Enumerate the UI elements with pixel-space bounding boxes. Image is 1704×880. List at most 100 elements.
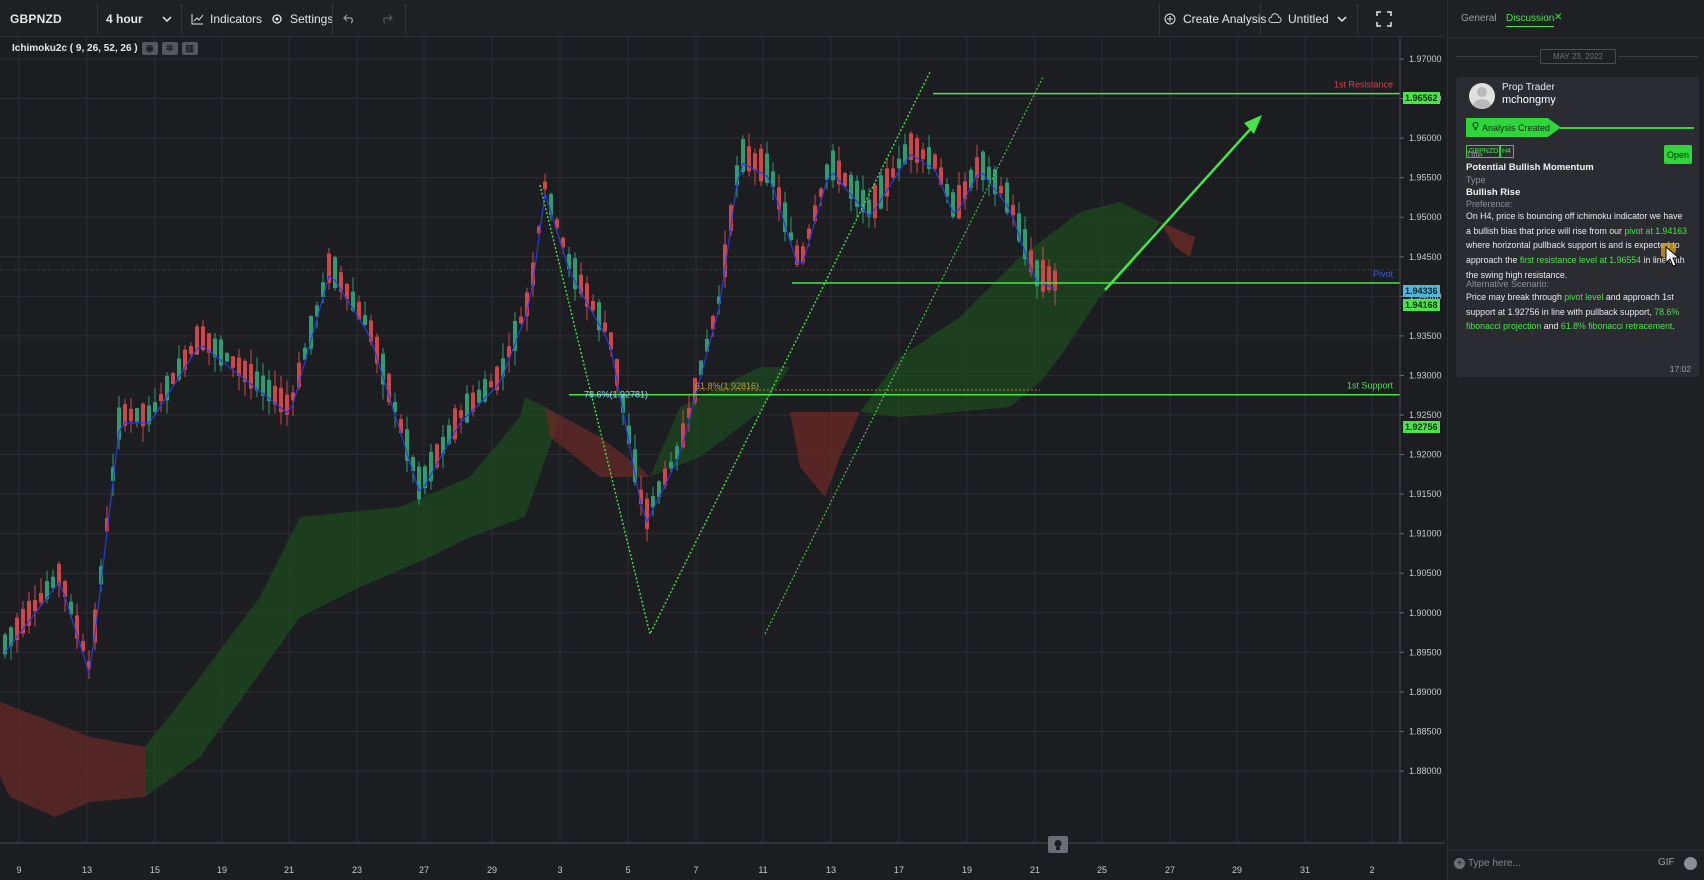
price-chart[interactable]: 1st Resistance Pivot 1st Support 78.6%(1.92… — [0, 37, 1445, 880]
chart-canvas[interactable]: 1st Resistance Pivot 1st Support 78.6%(1.92… — [0, 37, 1445, 880]
chevron-down-icon[interactable] — [162, 0, 174, 37]
candle-body — [633, 449, 637, 483]
close-icon[interactable]: ✕ — [1554, 12, 1563, 23]
message-input[interactable]: Type here... — [1468, 858, 1521, 869]
divider — [1456, 56, 1538, 57]
candle-body — [591, 300, 595, 311]
tab-discussion[interactable]: Discussion — [1506, 13, 1555, 27]
candle-body — [21, 608, 25, 634]
indicators-label: Indicators — [210, 11, 263, 26]
message-time: 17:02 — [1669, 364, 1691, 374]
gear-icon — [270, 12, 284, 26]
emoji-icon[interactable] — [1684, 857, 1697, 870]
candle-body — [147, 405, 151, 425]
fullscreen-icon[interactable] — [1376, 0, 1392, 37]
redo-icon[interactable] — [381, 0, 393, 37]
candle-body — [489, 381, 493, 388]
candle-body — [909, 133, 913, 160]
plus-icon[interactable]: + — [1454, 858, 1465, 869]
candle-body — [825, 164, 829, 180]
trash-icon[interactable]: ▥ — [181, 42, 198, 55]
time-axis-label: 27 — [419, 865, 429, 875]
candle-body — [345, 283, 349, 300]
gif-button[interactable]: GIF — [1658, 857, 1675, 868]
price-axis-label: 1.91000 — [1409, 529, 1442, 539]
bullish-arrow-head — [1244, 115, 1262, 134]
create-analysis-button[interactable]: Create Analysis — [1163, 0, 1266, 37]
candle-body — [399, 419, 403, 434]
layout-menu[interactable]: Untitled — [1268, 0, 1347, 37]
alternative-part: . — [1672, 321, 1675, 332]
candle-body — [327, 253, 331, 283]
symbol-search[interactable]: GBPNZD — [10, 11, 62, 26]
pivot-highlight: pivot at 1.94163 — [1624, 225, 1688, 236]
candle-body — [897, 158, 901, 169]
candle-body — [723, 244, 727, 278]
lightbulb-icon[interactable] — [1048, 836, 1068, 853]
price-axis-label: 1.90500 — [1409, 568, 1442, 578]
settings-button[interactable]: Settings — [270, 0, 333, 37]
pivot-price-tag: 1.94168 — [1403, 299, 1440, 311]
candle-body — [813, 205, 817, 222]
candle-body — [255, 371, 259, 391]
candle-body — [981, 151, 985, 180]
candle-body — [315, 305, 319, 317]
time-axis-label: 21 — [1030, 865, 1040, 875]
cloud-icon — [1268, 12, 1282, 26]
candle-body — [27, 600, 31, 626]
undo-icon[interactable] — [343, 0, 355, 37]
candle-body — [783, 202, 787, 232]
price-axis-label: 1.91500 — [1409, 489, 1442, 499]
divider — [97, 4, 98, 34]
candle-body — [765, 153, 769, 183]
preference-label: Preference: — [1466, 199, 1513, 209]
candle-body — [429, 452, 433, 482]
candle-body — [915, 138, 919, 163]
candle-body — [453, 408, 457, 440]
open-button[interactable]: Open — [1664, 145, 1692, 164]
tab-general[interactable]: General — [1461, 13, 1497, 24]
candle-body — [975, 157, 979, 178]
time-axis-label: 21 — [284, 865, 294, 875]
candle-body — [159, 394, 163, 402]
time-axis-label: 5 — [625, 865, 630, 875]
candle-body — [117, 407, 121, 440]
divider — [1357, 4, 1358, 34]
candle-body — [885, 168, 889, 197]
candle-body — [903, 144, 907, 164]
alternative-part: Price may break through — [1466, 292, 1565, 302]
candle-body — [705, 338, 709, 352]
candle-body — [165, 375, 169, 401]
mouse-cursor-icon — [1658, 240, 1683, 274]
interval-select[interactable]: 4 hour — [106, 11, 143, 26]
price-axis-label: 1.92500 — [1409, 410, 1442, 420]
candle-body — [45, 581, 49, 600]
eye-icon[interactable]: ◉ — [141, 42, 158, 55]
candle-body — [111, 467, 115, 481]
divider — [1159, 4, 1160, 34]
gear-icon[interactable]: ✲ — [161, 42, 178, 55]
candle-body — [135, 408, 139, 422]
study-legend: Ichimoku2c ( 9, 26, 52, 26 ) ◉ ✲ ▥ — [12, 42, 198, 55]
candle-body — [957, 185, 961, 219]
candle-body — [105, 517, 109, 532]
candle-body — [405, 429, 409, 461]
candle-body — [411, 457, 415, 472]
price-axis-label: 1.96000 — [1409, 133, 1442, 143]
time-axis-label: 9 — [16, 865, 21, 875]
type-label: Type — [1466, 175, 1486, 185]
candle-body — [195, 326, 199, 355]
candle-body — [555, 219, 559, 228]
username[interactable]: mchongmy — [1502, 94, 1556, 106]
tenkan-line — [4, 153, 1056, 674]
bullish-cloud — [145, 397, 560, 797]
price-axis-label: 1.94500 — [1409, 252, 1442, 262]
candle-body — [777, 187, 781, 210]
analysis-title: Potential Bullish Momentum — [1466, 162, 1594, 173]
indicators-button[interactable]: Indicators — [190, 0, 262, 37]
alternative-part: and approach 1st support at 1.92756 in l… — [1466, 292, 1674, 317]
avatar[interactable] — [1469, 83, 1495, 109]
price-axis-label: 1.93500 — [1409, 331, 1442, 341]
candle-body — [849, 174, 853, 199]
candle-body — [291, 392, 295, 401]
